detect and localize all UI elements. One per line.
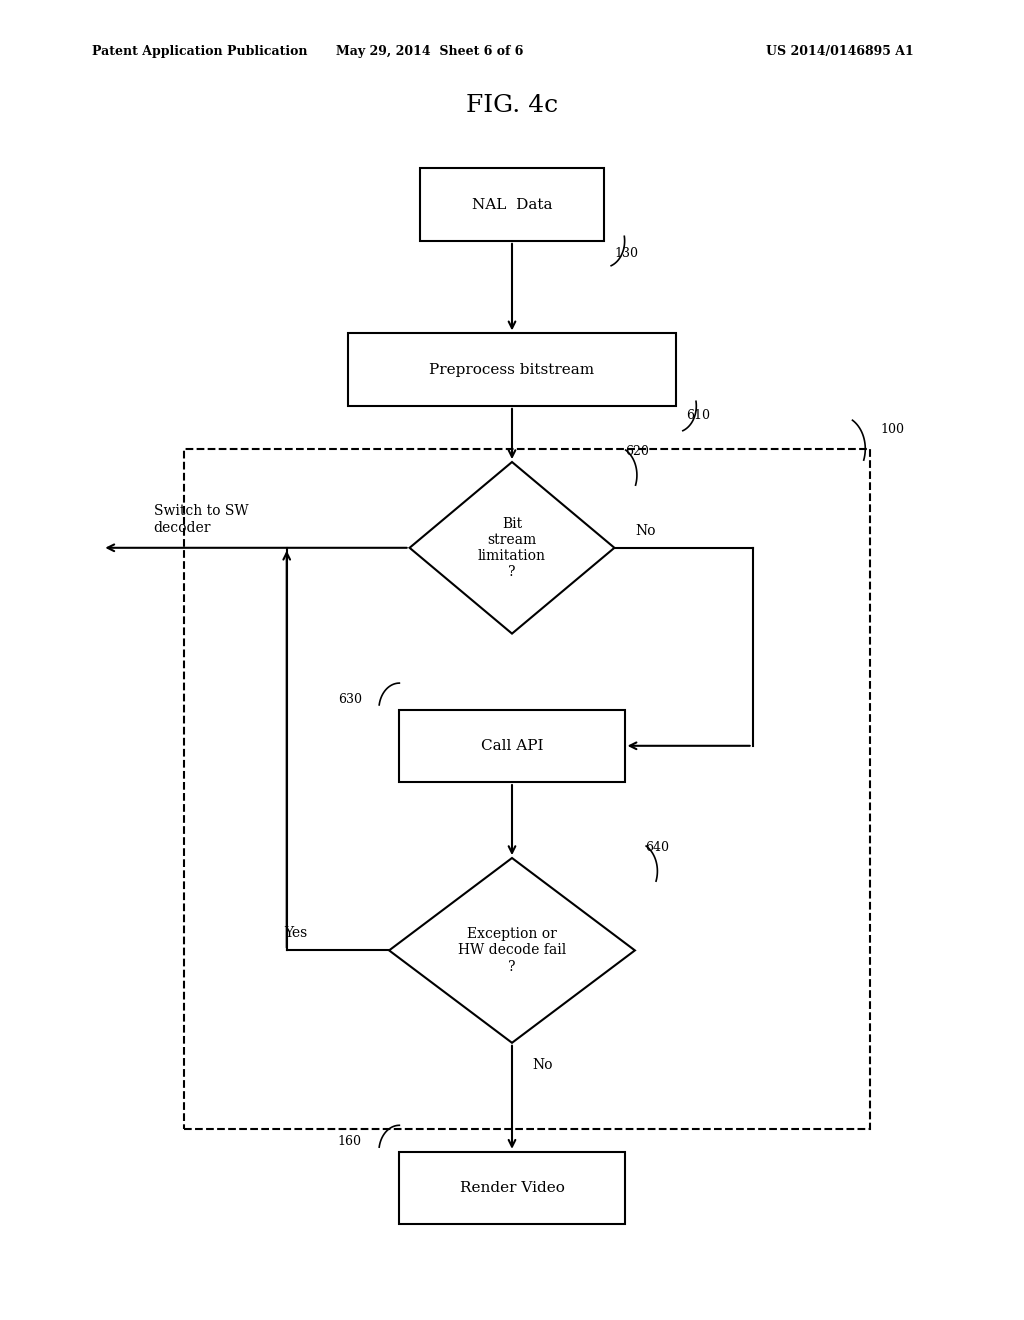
Text: 100: 100 [881, 422, 904, 436]
FancyBboxPatch shape [420, 168, 604, 242]
FancyBboxPatch shape [348, 333, 676, 407]
Text: Yes: Yes [284, 927, 307, 940]
Text: 630: 630 [338, 693, 361, 706]
Text: No: No [635, 524, 655, 537]
Text: 640: 640 [645, 841, 669, 854]
Text: 620: 620 [625, 445, 648, 458]
FancyBboxPatch shape [399, 1151, 625, 1225]
Text: Bit
stream
limitation
?: Bit stream limitation ? [478, 516, 546, 579]
Polygon shape [410, 462, 614, 634]
Text: Switch to SW
decoder: Switch to SW decoder [154, 504, 248, 535]
Text: 160: 160 [338, 1135, 361, 1148]
Text: Exception or
HW decode fail
?: Exception or HW decode fail ? [458, 927, 566, 974]
Text: Call API: Call API [480, 739, 544, 752]
FancyBboxPatch shape [399, 710, 625, 781]
Text: FIG. 4c: FIG. 4c [466, 94, 558, 117]
Text: Preprocess bitstream: Preprocess bitstream [429, 363, 595, 376]
Text: NAL  Data: NAL Data [472, 198, 552, 211]
Text: Render Video: Render Video [460, 1181, 564, 1195]
Text: May 29, 2014  Sheet 6 of 6: May 29, 2014 Sheet 6 of 6 [337, 45, 523, 58]
Text: US 2014/0146895 A1: US 2014/0146895 A1 [766, 45, 913, 58]
Text: No: No [532, 1059, 553, 1072]
Text: 130: 130 [614, 247, 638, 260]
Text: 610: 610 [686, 409, 710, 422]
Polygon shape [389, 858, 635, 1043]
Text: Patent Application Publication: Patent Application Publication [92, 45, 307, 58]
